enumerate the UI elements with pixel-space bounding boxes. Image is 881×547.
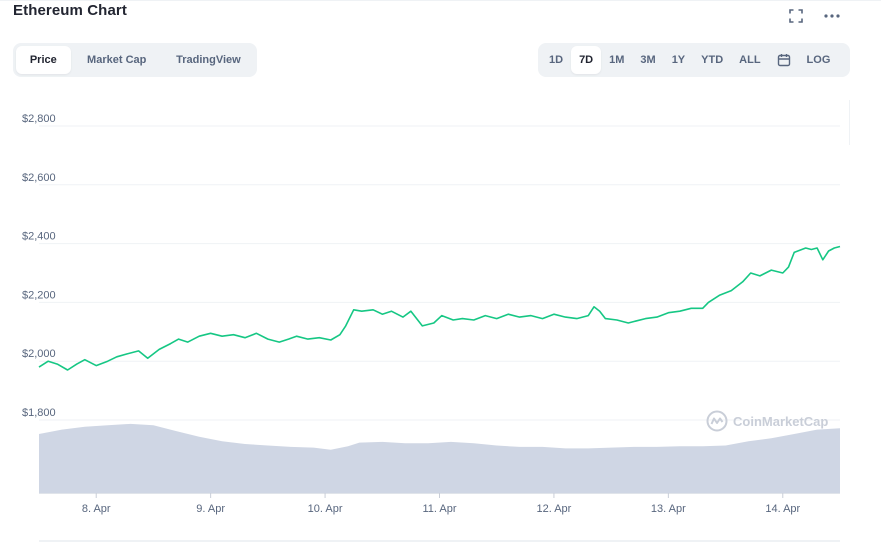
range-ytd[interactable]: YTD — [701, 54, 724, 66]
tab-tradingview[interactable]: TradingView — [176, 54, 241, 66]
y-tick-label: $1,800 — [22, 407, 56, 419]
coinmarketcap-logo-icon — [706, 410, 728, 432]
tab-market-cap[interactable]: Market Cap — [87, 54, 147, 66]
range-1m[interactable]: 1M — [609, 54, 625, 66]
more-horizontal-icon[interactable] — [822, 6, 842, 26]
x-tick-label: 11. Apr — [422, 503, 456, 515]
log-toggle[interactable]: LOG — [806, 54, 831, 66]
page-title: Ethereum Chart — [13, 2, 127, 19]
price-line — [38, 245, 841, 371]
range-1d[interactable]: 1D — [549, 54, 564, 66]
y-tick-label: $2,400 — [22, 231, 56, 243]
y-tick-label: $2,200 — [22, 289, 56, 301]
range-all[interactable]: ALL — [739, 54, 761, 66]
x-tick-label: 14. Apr — [765, 503, 800, 515]
coinmarketcap-watermark: CoinMarketCap — [706, 410, 828, 432]
fullscreen-icon[interactable] — [786, 6, 806, 26]
y-tick-label: $2,600 — [22, 172, 56, 184]
watermark-text: CoinMarketCap — [733, 413, 829, 429]
y-tick-label: $2,000 — [22, 348, 56, 360]
range-1y[interactable]: 1Y — [671, 54, 686, 66]
volume-area — [39, 423, 840, 493]
x-tick-label: 8. Apr — [82, 503, 111, 515]
chart-right-border — [849, 100, 850, 145]
range-7d[interactable]: 7D — [571, 46, 602, 74]
top-border — [0, 0, 881, 1]
range-3m[interactable]: 3M — [640, 54, 656, 66]
calendar-icon[interactable] — [769, 46, 799, 74]
view-tabs: Price Market Cap TradingView — [13, 43, 257, 77]
x-tick-label: 9. Apr — [196, 503, 225, 515]
tab-price[interactable]: Price — [16, 46, 71, 74]
range-tabs: 1D 7D 1M 3M 1Y YTD ALL LOG — [538, 43, 850, 77]
y-tick-label: $2,800 — [22, 113, 56, 125]
x-tick-label: 12. Apr — [536, 503, 571, 515]
x-tick-label: 10. Apr — [308, 503, 343, 515]
x-tick-label: 13. Apr — [651, 503, 686, 515]
